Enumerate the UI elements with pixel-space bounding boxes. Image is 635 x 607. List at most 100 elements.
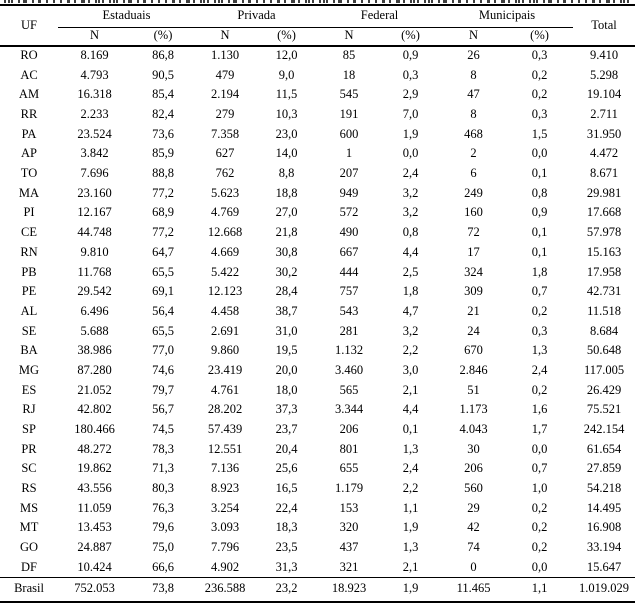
value-cell: 560 (464, 481, 483, 496)
total-column-header: Total (591, 17, 617, 32)
value-cell: 28.202 (207, 402, 243, 417)
table-row: BA 38.986 77,0 9.860 19,5 1.132 2,2 670 1,3 50.64… (0, 341, 635, 361)
table-row: MG 87.280 74,6 23.419 20,0 3.460 3,0 2.846 2,4 11… (0, 361, 635, 381)
value-cell: 1.173 (459, 402, 488, 417)
value-cell: 14.495 (586, 500, 622, 515)
value-cell: 8.671 (589, 166, 619, 181)
value-cell: 242.154 (583, 422, 625, 437)
value-cell: 77,2 (152, 185, 174, 200)
value-cell: 4.761 (210, 382, 240, 397)
n-column-header: N (89, 28, 100, 43)
value-cell: 76,3 (152, 500, 174, 515)
value-cell: 5.298 (589, 67, 619, 82)
value-cell: 324 (464, 264, 483, 279)
value-cell: 2,5 (402, 264, 419, 279)
value-cell: 949 (339, 185, 359, 200)
value-cell: 71,3 (152, 461, 174, 476)
n-column-header: N (469, 28, 479, 43)
value-cell: 21 (467, 303, 480, 318)
value-cell: 117.005 (583, 362, 625, 377)
value-cell: 0,7 (531, 284, 548, 299)
value-cell: 0,2 (531, 87, 548, 102)
value-cell: 3.093 (210, 520, 240, 535)
value-cell: 2 (470, 146, 477, 161)
uf-cell: BA (20, 343, 38, 358)
value-cell: 4,4 (402, 244, 419, 259)
value-cell: 64,7 (152, 244, 174, 259)
value-cell: 0,1 (531, 166, 548, 181)
value-cell: 2.233 (80, 107, 109, 122)
group-header-estaduais: Estaduais (58, 5, 196, 28)
table-row: RO 8.169 86,8 1.130 12,0 85 0,9 26 0,3 9.410 (0, 46, 635, 66)
value-cell: 61.654 (586, 441, 622, 456)
value-cell: 0,3 (531, 323, 548, 338)
value-cell: 6.496 (80, 303, 109, 318)
n-column-header: N (344, 28, 354, 43)
value-cell: 0,0 (531, 441, 548, 456)
value-cell: 12.668 (207, 225, 243, 240)
pct-column-header: (%) (530, 28, 549, 43)
value-cell: 11.768 (77, 264, 112, 279)
value-cell: 0,2 (531, 303, 548, 318)
table-row: DF 10.424 66,6 4.902 31,3 321 2,1 0 0,0 15.647 (0, 558, 635, 578)
value-cell: 4.669 (210, 244, 240, 259)
value-cell: 1,3 (402, 540, 419, 555)
value-cell: 24 (467, 323, 480, 338)
value-cell: 85 (342, 48, 356, 63)
table-row: RJ 42.802 56,7 28.202 37,3 3.344 4,4 1.173 1,6 75… (0, 400, 635, 420)
cropped-caption-fragment (4, 0, 631, 3)
value-cell: 9.810 (80, 244, 109, 259)
value-cell: 8.923 (210, 481, 240, 496)
value-cell: 206 (464, 461, 483, 476)
value-cell: 0 (470, 559, 477, 574)
value-cell: 180.466 (74, 422, 115, 437)
uf-cell: AL (20, 303, 38, 318)
value-cell: 19.104 (586, 87, 622, 102)
value-cell: 57.439 (207, 422, 243, 437)
table-body: RO 8.169 86,8 1.130 12,0 85 0,9 26 0,3 9.410 AC 4.7… (0, 46, 635, 578)
value-cell: 545 (339, 87, 359, 102)
value-cell: 5.623 (210, 185, 240, 200)
uf-cell: SC (21, 461, 37, 476)
value-cell: 38.986 (77, 343, 112, 358)
sub-header-row: N (%) N (%) N (%) N (%) (0, 27, 635, 46)
value-cell: 2,1 (402, 559, 419, 574)
value-cell: 31.950 (586, 126, 622, 141)
uf-cell: SE (21, 323, 37, 338)
value-cell: 19,5 (275, 343, 298, 358)
value-cell: 33.194 (586, 540, 622, 555)
value-cell: 2,4 (402, 461, 419, 476)
value-cell: 7.136 (210, 461, 240, 476)
enrollment-by-uf-table: UF Estaduais Privada Federal Municipais … (0, 4, 635, 603)
value-cell: 0,0 (402, 146, 419, 161)
uf-cell: PB (21, 264, 37, 279)
value-cell: 627 (215, 146, 235, 161)
value-cell: 27,0 (275, 205, 298, 220)
value-cell: 4,4 (402, 402, 419, 417)
value-cell: 249 (464, 185, 483, 200)
value-cell: 8.169 (80, 48, 109, 63)
value-cell: 30 (467, 441, 480, 456)
value-cell: 28,4 (275, 284, 298, 299)
table-row: MT 13.453 79,6 3.093 18,3 320 1,9 42 0,2 16.908 (0, 519, 635, 539)
totals-row: Brasil 752.053 73,8 236.588 23,2 18.923 1,9 11.… (0, 577, 635, 602)
value-cell: 4.902 (210, 559, 240, 574)
value-cell: 23,7 (275, 422, 298, 437)
uf-cell: TO (20, 166, 38, 181)
value-cell: 73,8 (152, 581, 174, 596)
table-row: AC 4.793 90,5 479 9,0 18 0,3 8 0,2 5.298 (0, 66, 635, 86)
value-cell: 0,0 (531, 146, 548, 161)
value-cell: 309 (464, 284, 483, 299)
value-cell: 18,3 (275, 520, 298, 535)
value-cell: 1 (345, 146, 353, 161)
uf-column-header: UF (21, 17, 37, 32)
value-cell: 3,2 (402, 323, 419, 338)
value-cell: 0,8 (402, 225, 419, 240)
uf-cell: ES (21, 382, 37, 397)
value-cell: 3.842 (80, 146, 109, 161)
value-cell: 43.556 (77, 481, 112, 496)
value-cell: 0,1 (531, 225, 548, 240)
table-row: RR 2.233 82,4 279 10,3 191 7,0 8 0,3 2.711 (0, 105, 635, 125)
value-cell: 206 (339, 422, 359, 437)
